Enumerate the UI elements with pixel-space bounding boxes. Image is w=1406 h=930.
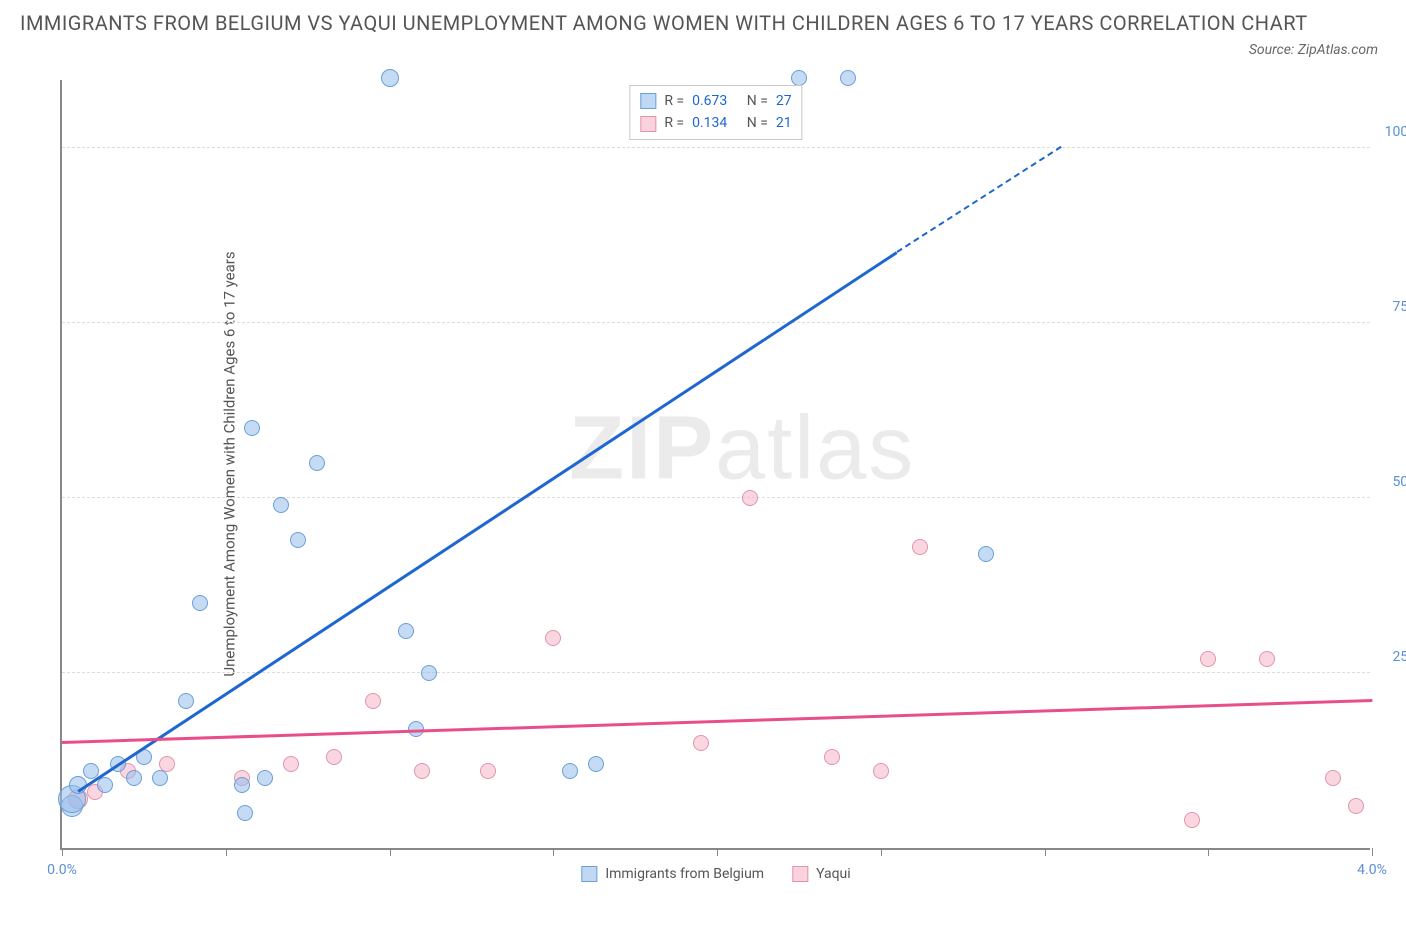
legend-series: Immigrants from Belgium Yaqui xyxy=(581,866,850,882)
legend-n-label: N = xyxy=(747,90,768,112)
data-point-blue xyxy=(562,763,578,779)
x-tick xyxy=(1372,848,1373,856)
data-point-blue xyxy=(978,546,994,562)
legend-pink-label: Yaqui xyxy=(816,866,851,882)
data-point-pink xyxy=(480,763,496,779)
legend-blue-n-value: 27 xyxy=(776,90,792,112)
x-tick xyxy=(717,848,718,856)
x-tick xyxy=(390,848,391,856)
data-point-pink xyxy=(873,763,889,779)
data-point-blue xyxy=(178,693,194,709)
swatch-blue-icon xyxy=(581,866,597,882)
data-point-pink xyxy=(1259,651,1275,667)
plot-area: Unemployment Among Women with Children A… xyxy=(60,80,1370,850)
legend-item-pink: Yaqui xyxy=(792,866,851,882)
data-point-pink xyxy=(1200,651,1216,667)
swatch-pink-icon xyxy=(640,116,656,132)
data-point-blue xyxy=(237,805,253,821)
x-tick xyxy=(62,848,63,856)
legend-stats-box: R = 0.673 N = 27 R = 0.134 N = 21 xyxy=(629,85,802,140)
data-point-blue xyxy=(97,777,113,793)
y-tick-label: 75.0% xyxy=(1375,299,1406,315)
x-tick-label: 4.0% xyxy=(1357,862,1387,878)
legend-blue-label: Immigrants from Belgium xyxy=(605,866,764,882)
data-point-pink xyxy=(414,763,430,779)
data-point-blue xyxy=(126,770,142,786)
legend-pink-n-value: 21 xyxy=(776,112,792,134)
data-point-blue xyxy=(309,455,325,471)
y-tick-label: 100.0% xyxy=(1375,124,1406,140)
trend-line-blue-dashed xyxy=(897,146,1062,253)
gridline xyxy=(62,497,1370,498)
x-tick xyxy=(881,848,882,856)
watermark-bold: ZIP xyxy=(569,398,715,498)
data-point-pink xyxy=(1184,812,1200,828)
data-point-pink xyxy=(912,539,928,555)
data-point-blue xyxy=(234,777,250,793)
gridline xyxy=(62,147,1370,148)
data-point-blue xyxy=(381,69,399,87)
data-point-pink xyxy=(742,490,758,506)
trend-line-blue xyxy=(78,251,898,792)
data-point-blue xyxy=(273,497,289,513)
trend-line-pink xyxy=(62,699,1372,743)
data-point-pink xyxy=(326,749,342,765)
watermark: ZIPatlas xyxy=(569,397,915,500)
legend-r-label: R = xyxy=(664,90,684,112)
legend-blue-r-value: 0.673 xyxy=(692,90,727,112)
data-point-pink xyxy=(824,749,840,765)
data-point-pink xyxy=(283,756,299,772)
watermark-light: atlas xyxy=(715,398,915,498)
x-tick xyxy=(553,848,554,856)
data-point-pink xyxy=(1348,798,1364,814)
legend-item-blue: Immigrants from Belgium xyxy=(581,866,764,882)
x-tick xyxy=(1045,848,1046,856)
data-point-pink xyxy=(365,693,381,709)
data-point-blue xyxy=(152,770,168,786)
chart-title: IMMIGRANTS FROM BELGIUM VS YAQUI UNEMPLO… xyxy=(20,8,1386,38)
data-point-blue xyxy=(244,420,260,436)
legend-r-label: R = xyxy=(664,112,684,134)
legend-pink-r-value: 0.134 xyxy=(692,112,727,134)
x-tick-label: 0.0% xyxy=(47,862,77,878)
swatch-blue-icon xyxy=(640,93,656,109)
data-point-blue xyxy=(257,770,273,786)
data-point-blue xyxy=(398,623,414,639)
legend-row-blue: R = 0.673 N = 27 xyxy=(640,90,791,112)
x-tick xyxy=(226,848,227,856)
data-point-blue xyxy=(791,70,807,86)
source-attribution: Source: ZipAtlas.com xyxy=(1249,42,1378,58)
legend-row-pink: R = 0.134 N = 21 xyxy=(640,112,791,134)
data-point-blue xyxy=(840,70,856,86)
data-point-blue xyxy=(192,595,208,611)
x-tick xyxy=(1208,848,1209,856)
data-point-pink xyxy=(545,630,561,646)
gridline xyxy=(62,322,1370,323)
y-tick-label: 50.0% xyxy=(1375,474,1406,490)
data-point-blue xyxy=(588,756,604,772)
data-point-blue xyxy=(421,665,437,681)
y-axis-label: Unemployment Among Women with Children A… xyxy=(221,251,239,676)
data-point-pink xyxy=(1325,770,1341,786)
swatch-pink-icon xyxy=(792,866,808,882)
data-point-pink xyxy=(693,735,709,751)
y-tick-label: 25.0% xyxy=(1375,649,1406,665)
data-point-blue xyxy=(290,532,306,548)
legend-n-label: N = xyxy=(747,112,768,134)
